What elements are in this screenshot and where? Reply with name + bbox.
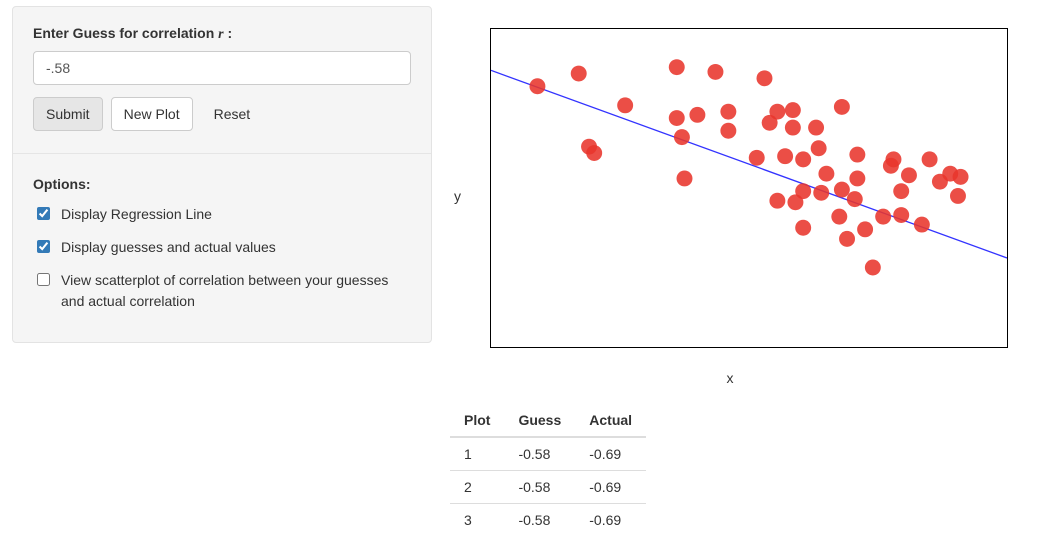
- guess-label-prefix: Enter Guess for correlation: [33, 25, 218, 41]
- option-checkbox-0[interactable]: [37, 207, 50, 220]
- data-point: [674, 129, 690, 145]
- data-point: [847, 191, 863, 207]
- data-point: [785, 102, 801, 118]
- data-point: [901, 167, 917, 183]
- data-point: [839, 231, 855, 247]
- scatter-chart: y x: [450, 6, 1010, 386]
- option-label-1: Display guesses and actual values: [61, 237, 276, 258]
- data-point: [834, 182, 850, 198]
- data-point: [818, 166, 834, 182]
- data-point: [893, 183, 909, 199]
- data-point: [795, 151, 811, 167]
- results-table: PlotGuessActual 1-0.58-0.692-0.58-0.693-…: [450, 404, 646, 536]
- data-point: [586, 145, 602, 161]
- option-label-2: View scatterplot of correlation between …: [61, 270, 411, 312]
- data-point: [720, 104, 736, 120]
- data-point: [571, 66, 587, 82]
- data-point: [813, 185, 829, 201]
- data-point: [875, 209, 891, 225]
- data-point: [849, 147, 865, 163]
- option-checkbox-1[interactable]: [37, 240, 50, 253]
- col-actual: Actual: [575, 404, 646, 437]
- data-point: [777, 148, 793, 164]
- option-0[interactable]: Display Regression Line: [33, 204, 411, 225]
- guess-input[interactable]: [33, 51, 411, 85]
- guess-label-suffix: :: [224, 25, 233, 41]
- control-panel: Enter Guess for correlation r : Submit N…: [12, 6, 432, 343]
- data-point: [669, 110, 685, 126]
- data-point: [749, 150, 765, 166]
- col-guess: Guess: [504, 404, 575, 437]
- data-point: [834, 99, 850, 115]
- data-point: [922, 151, 938, 167]
- data-point: [769, 193, 785, 209]
- data-point: [811, 140, 827, 156]
- data-point: [617, 97, 633, 113]
- submit-button[interactable]: Submit: [33, 97, 103, 131]
- new-plot-button[interactable]: New Plot: [111, 97, 193, 131]
- data-point: [893, 207, 909, 223]
- data-point: [757, 70, 773, 86]
- x-axis-label: x: [727, 370, 734, 386]
- data-point: [808, 120, 824, 136]
- col-plot: Plot: [450, 404, 504, 437]
- data-point: [785, 120, 801, 136]
- data-point: [857, 221, 873, 237]
- data-point: [886, 151, 902, 167]
- y-axis-label: y: [454, 188, 461, 204]
- option-checkbox-2[interactable]: [37, 273, 50, 286]
- data-point: [795, 220, 811, 236]
- table-row: 3-0.58-0.69: [450, 504, 646, 537]
- data-point: [914, 217, 930, 233]
- table-row: 2-0.58-0.69: [450, 471, 646, 504]
- option-label-0: Display Regression Line: [61, 204, 212, 225]
- reset-button[interactable]: Reset: [201, 97, 264, 131]
- data-point: [677, 171, 693, 187]
- table-row: 1-0.58-0.69: [450, 437, 646, 471]
- data-point: [529, 78, 545, 94]
- data-point: [849, 171, 865, 187]
- data-point: [769, 104, 785, 120]
- data-point: [795, 183, 811, 199]
- data-point: [953, 169, 969, 185]
- option-2[interactable]: View scatterplot of correlation between …: [33, 270, 411, 312]
- data-point: [689, 107, 705, 123]
- options-title: Options:: [33, 176, 411, 192]
- data-point: [865, 260, 881, 276]
- plot-area: [490, 28, 1008, 348]
- data-point: [950, 188, 966, 204]
- option-1[interactable]: Display guesses and actual values: [33, 237, 411, 258]
- data-point: [720, 123, 736, 139]
- guess-label: Enter Guess for correlation r :: [33, 25, 411, 43]
- data-point: [707, 64, 723, 80]
- data-point: [669, 59, 685, 75]
- options-group: Options: Display Regression Line Display …: [33, 176, 411, 312]
- data-point: [831, 209, 847, 225]
